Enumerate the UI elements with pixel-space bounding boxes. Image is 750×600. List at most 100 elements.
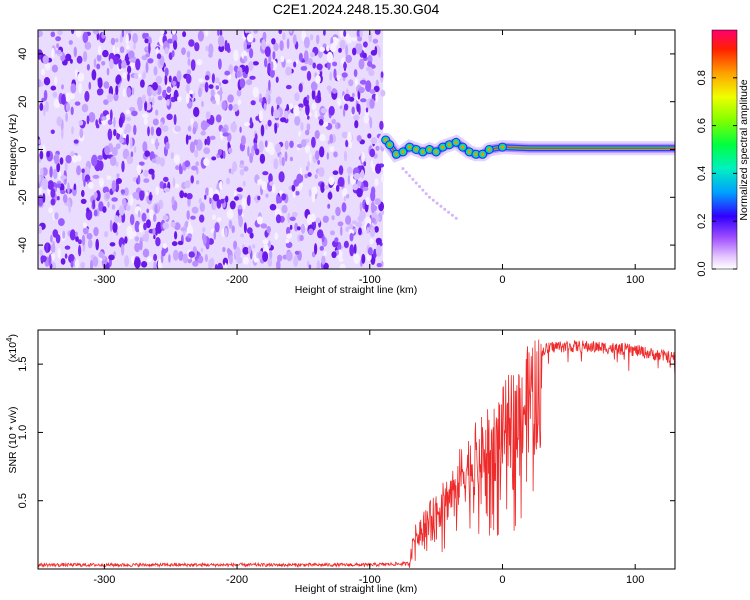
noise-speckle: [124, 255, 130, 267]
noise-speckle: [84, 90, 90, 102]
noise-speckle: [339, 30, 344, 38]
noise-speckle: [264, 46, 271, 57]
noise-speckle: [193, 106, 200, 118]
noise-speckle: [71, 30, 75, 35]
noise-speckle: [126, 87, 132, 98]
noise-speckle: [175, 165, 180, 171]
noise-speckle: [318, 119, 324, 126]
noise-speckle: [153, 213, 157, 222]
noise-speckle: [226, 177, 230, 185]
noise-speckle: [214, 222, 220, 233]
signal-track: [378, 132, 675, 220]
noise-speckle: [137, 210, 141, 218]
noise-speckle: [221, 127, 227, 133]
noise-speckle: [250, 100, 256, 106]
noise-speckle: [240, 233, 245, 238]
noise-speckle: [370, 160, 374, 168]
noise-speckle: [111, 197, 118, 202]
noise-speckle: [355, 221, 363, 228]
noise-speckle: [311, 186, 318, 195]
noise-speckle: [87, 239, 93, 249]
noise-speckle: [195, 161, 199, 167]
noise-speckle: [112, 146, 118, 157]
noise-speckle: [70, 106, 74, 116]
noise-speckle: [286, 251, 293, 262]
noise-speckle: [134, 257, 141, 269]
noise-speckle: [86, 207, 90, 213]
noise-speckle: [227, 94, 234, 103]
noise-speckle: [240, 135, 246, 146]
noise-speckle: [272, 51, 276, 60]
noise-speckle: [185, 74, 192, 84]
noise-speckle: [103, 81, 110, 89]
noise-speckle: [164, 67, 169, 77]
noise-speckle: [68, 203, 71, 214]
noise-speckle: [75, 69, 78, 79]
noise-speckle: [151, 97, 155, 106]
noise-speckle: [97, 155, 104, 161]
noise-speckle: [268, 79, 271, 91]
noise-speckle: [133, 73, 140, 79]
noise-speckle: [56, 162, 61, 173]
snr-x-label: Height of straight line (km): [295, 583, 418, 595]
noise-speckle: [327, 140, 330, 145]
noise-speckle: [339, 39, 346, 50]
noise-speckle: [309, 152, 312, 164]
snr-y-axis: 0.5 1.0 1.5: [17, 356, 675, 508]
noise-speckle: [343, 103, 349, 111]
noise-speckle: [222, 246, 226, 253]
spectrogram-y-label: Frequency (Hz): [7, 114, 19, 186]
noise-speckle: [353, 69, 358, 78]
noise-speckle: [71, 154, 78, 163]
noise-speckle: [319, 46, 325, 53]
noise-speckle: [155, 237, 161, 247]
noise-speckle: [203, 147, 211, 155]
noise-speckle: [162, 243, 168, 249]
noise-speckle: [249, 48, 254, 59]
noise-speckle: [65, 112, 68, 122]
noise-speckle: [71, 126, 74, 135]
noise-speckle: [322, 121, 329, 127]
noise-speckle: [280, 117, 287, 123]
noise-speckle: [243, 40, 247, 51]
noise-speckle: [187, 233, 193, 239]
noise-speckle: [150, 126, 154, 136]
noise-speckle: [214, 77, 220, 84]
noise-speckle: [82, 31, 89, 44]
noise-speckle: [329, 72, 333, 81]
noise-speckle: [104, 231, 109, 238]
noise-speckle: [317, 90, 321, 102]
snr-frame: [37, 329, 676, 570]
noise-speckle: [81, 103, 89, 113]
noise-speckle: [293, 255, 299, 267]
noise-speckle: [162, 222, 169, 230]
noise-speckle: [341, 131, 349, 139]
noise-speckle: [307, 115, 310, 120]
noise-speckle: [61, 94, 66, 105]
noise-speckle: [306, 214, 312, 226]
noise-speckle: [266, 226, 272, 234]
x-tick-label: -300: [93, 274, 115, 286]
track-blob-core: [388, 143, 392, 147]
noise-speckle: [275, 96, 282, 105]
noise-speckle: [186, 69, 192, 75]
noise-speckle: [205, 187, 209, 196]
noise-speckle: [346, 194, 350, 199]
noise-speckle: [68, 40, 73, 45]
noise-speckle: [131, 255, 135, 264]
tail-dot: [443, 207, 447, 211]
noise-speckle: [306, 123, 311, 131]
noise-speckle: [303, 50, 309, 62]
noise-speckle: [253, 30, 258, 34]
noise-speckle: [365, 196, 370, 206]
noise-speckle: [197, 30, 204, 42]
noise-speckle: [198, 78, 204, 83]
noise-speckle: [212, 200, 217, 211]
noise-speckle: [227, 42, 230, 53]
noise-speckle: [192, 260, 199, 267]
x-tick-label: 0: [499, 274, 505, 286]
noise-speckle: [375, 163, 382, 174]
noise-speckle: [285, 66, 292, 76]
tail-dot: [414, 181, 418, 185]
noise-speckle: [320, 182, 325, 194]
